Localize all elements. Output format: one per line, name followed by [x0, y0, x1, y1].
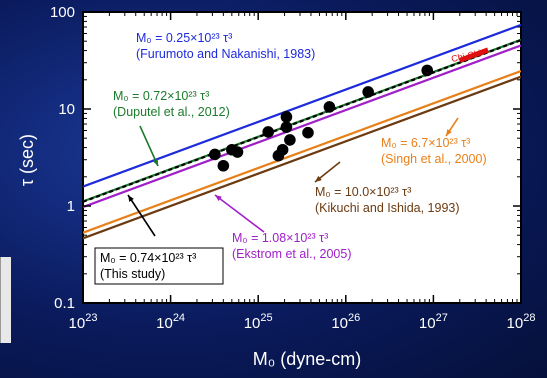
- data-point-7: [280, 111, 293, 123]
- annotations: M₀ = 0.25×10²³ τ³ (Furumoto and Nakanishi…: [94, 31, 487, 285]
- scaling-line-2: [83, 39, 521, 203]
- cropped-figure-strip: [0, 257, 11, 343]
- data-point-12: [362, 86, 374, 98]
- y-tick-label-0: 100: [50, 4, 75, 21]
- annotation-line2-0: (Furumoto and Nakanishi, 1983): [136, 47, 315, 61]
- annotation-line2-5: (Kikuchi and Ishida, 1993): [315, 201, 460, 215]
- annotation-arrowhead-4: [446, 129, 452, 136]
- x-tick-label-4: 1027: [419, 312, 448, 332]
- data-point-11: [323, 101, 336, 113]
- scaling-line-4: [83, 70, 521, 234]
- annotation-line1-3: M₀ = 1.08×10²³ τ³: [232, 231, 328, 245]
- annotation-arrowhead-1: [152, 159, 158, 166]
- scaling-line-5: [83, 75, 521, 240]
- data-point-3: [231, 146, 244, 158]
- scaling-line-0: [83, 23, 521, 188]
- data-points: [209, 64, 434, 172]
- x-tick-label-0: 1023: [69, 312, 98, 332]
- chi-chi-highlight: [458, 47, 489, 63]
- annotation-arrow-2: [127, 194, 156, 237]
- annotation-line2-4: (Singh et al., 2000): [381, 152, 487, 166]
- data-point-8: [280, 121, 293, 133]
- annotation-line1-1: M₀ = 0.72×10²³ τ³: [113, 89, 209, 103]
- annotation-arrowhead-5: [315, 175, 322, 182]
- data-point-6: [276, 143, 289, 156]
- annotation-line1-5: M₀ = 10.0×10²³ τ³: [315, 185, 411, 199]
- annotation-line2-1: (Duputel et al., 2012): [113, 105, 230, 119]
- y-axis-title: τ (sec): [17, 134, 37, 186]
- x-tick-label-5: 1028: [507, 312, 536, 332]
- annotation-line1-4: M₀ = 6.7×10²³ τ³: [381, 136, 470, 150]
- data-point-10: [302, 126, 314, 139]
- data-point-9: [284, 134, 296, 146]
- y-tick-label-1: 10: [58, 101, 75, 118]
- y-tick-label-3: 0.1: [54, 295, 75, 312]
- scaling-line-3: [83, 44, 521, 209]
- data-point-0: [209, 148, 221, 161]
- annotation-arrowhead-3: [215, 195, 222, 202]
- annotation-arrowhead-2: [128, 195, 134, 202]
- x-tick-label-3: 1026: [331, 312, 360, 332]
- data-point-1: [217, 159, 230, 172]
- annotation-line1-2: M₀ = 0.74×10²³ τ³: [100, 251, 196, 265]
- axis-ticks: 1023 1024 1025 1026 1027 1028 100 10 1 0.1: [50, 4, 536, 332]
- x-axis-title: M₀ (dyne-cm): [253, 349, 361, 369]
- data-point-13: [421, 64, 434, 77]
- scaling-lines: [83, 23, 521, 240]
- x-tick-label-2: 1025: [244, 312, 273, 332]
- annotation-line1-0: M₀ = 0.25×10²³ τ³: [136, 31, 232, 45]
- annotation-line2-3: (Ekstrom et al., 2005): [232, 247, 352, 261]
- annotation-arrow-3: [214, 194, 265, 233]
- this-study-box: [94, 247, 224, 285]
- x-tick-label-1: 1024: [156, 312, 185, 332]
- y-tick-label-2: 1: [67, 198, 75, 215]
- annotation-arrow-1: [139, 125, 159, 167]
- data-point-4: [262, 126, 274, 138]
- annotation-line2-2: (This study): [100, 267, 165, 281]
